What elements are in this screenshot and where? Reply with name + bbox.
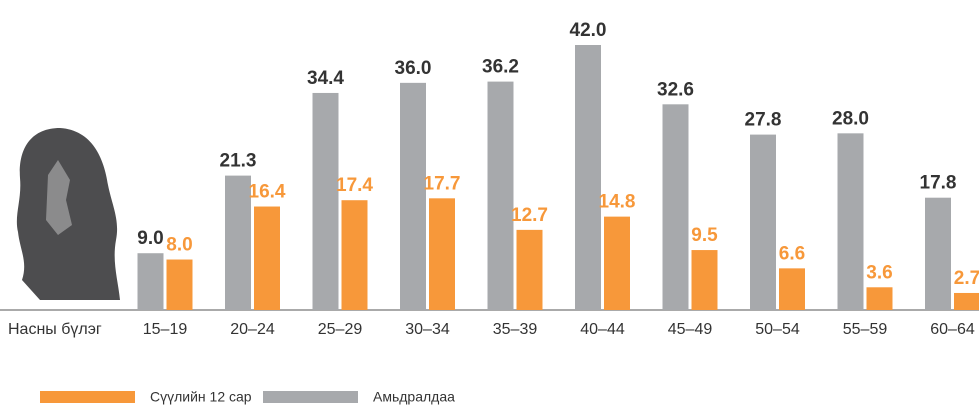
legend-swatch (40, 391, 135, 403)
value-label: 21.3 (220, 151, 257, 172)
value-label: 2.7 (954, 268, 979, 289)
value-label: 17.4 (336, 175, 373, 196)
bar (604, 216, 630, 310)
bar (750, 134, 776, 310)
x-tick-label: 30–34 (405, 321, 450, 338)
value-label: 9.0 (137, 228, 163, 249)
bar (837, 133, 864, 310)
value-label: 36.2 (482, 57, 519, 78)
bar (516, 229, 543, 310)
value-label: 8.0 (166, 235, 192, 256)
bar (137, 253, 164, 310)
x-tick-label: 20–24 (230, 321, 275, 338)
x-tick-label: 15–19 (143, 321, 188, 338)
value-label: 42.0 (570, 20, 607, 41)
bar (429, 198, 455, 310)
x-tick-label: 25–29 (318, 321, 363, 338)
bar (400, 82, 426, 310)
value-label: 28.0 (832, 108, 869, 129)
value-label: 17.7 (424, 173, 461, 194)
bar (254, 206, 280, 310)
legend-label: Сүүлийн 12 сар (150, 389, 252, 405)
bar (341, 200, 368, 310)
bar (487, 81, 514, 310)
value-label: 27.8 (745, 110, 782, 131)
bar (312, 92, 339, 310)
value-label: 3.6 (866, 262, 892, 283)
woman-silhouette (16, 128, 120, 300)
value-label: 14.8 (599, 192, 636, 213)
bar (925, 197, 951, 310)
bar (166, 259, 193, 310)
value-label: 9.5 (691, 225, 718, 246)
bar (662, 104, 689, 310)
value-label: 34.4 (307, 68, 344, 89)
value-label: 12.7 (511, 205, 548, 226)
value-label: 6.6 (779, 243, 805, 264)
bar (779, 268, 805, 310)
legend-swatch (263, 391, 358, 403)
value-label: 16.4 (249, 182, 286, 203)
x-tick-label: 40–44 (580, 321, 625, 338)
x-tick-label: 35–39 (493, 321, 538, 338)
x-tick-label: 60–64 (930, 321, 975, 338)
bar (691, 250, 718, 310)
x-tick-label: 55–59 (843, 321, 888, 338)
x-axis-label: Насны бүлэг (8, 321, 102, 338)
legend-label: Амьдралдаа (373, 389, 455, 405)
bar (575, 45, 601, 310)
value-label: 17.8 (920, 173, 957, 194)
value-label: 36.0 (395, 58, 432, 79)
x-tick-label: 50–54 (755, 321, 800, 338)
x-tick-label: 45–49 (668, 321, 713, 338)
bar (225, 175, 251, 310)
bar (866, 287, 893, 310)
value-label: 32.6 (657, 79, 694, 100)
bar (954, 292, 979, 310)
